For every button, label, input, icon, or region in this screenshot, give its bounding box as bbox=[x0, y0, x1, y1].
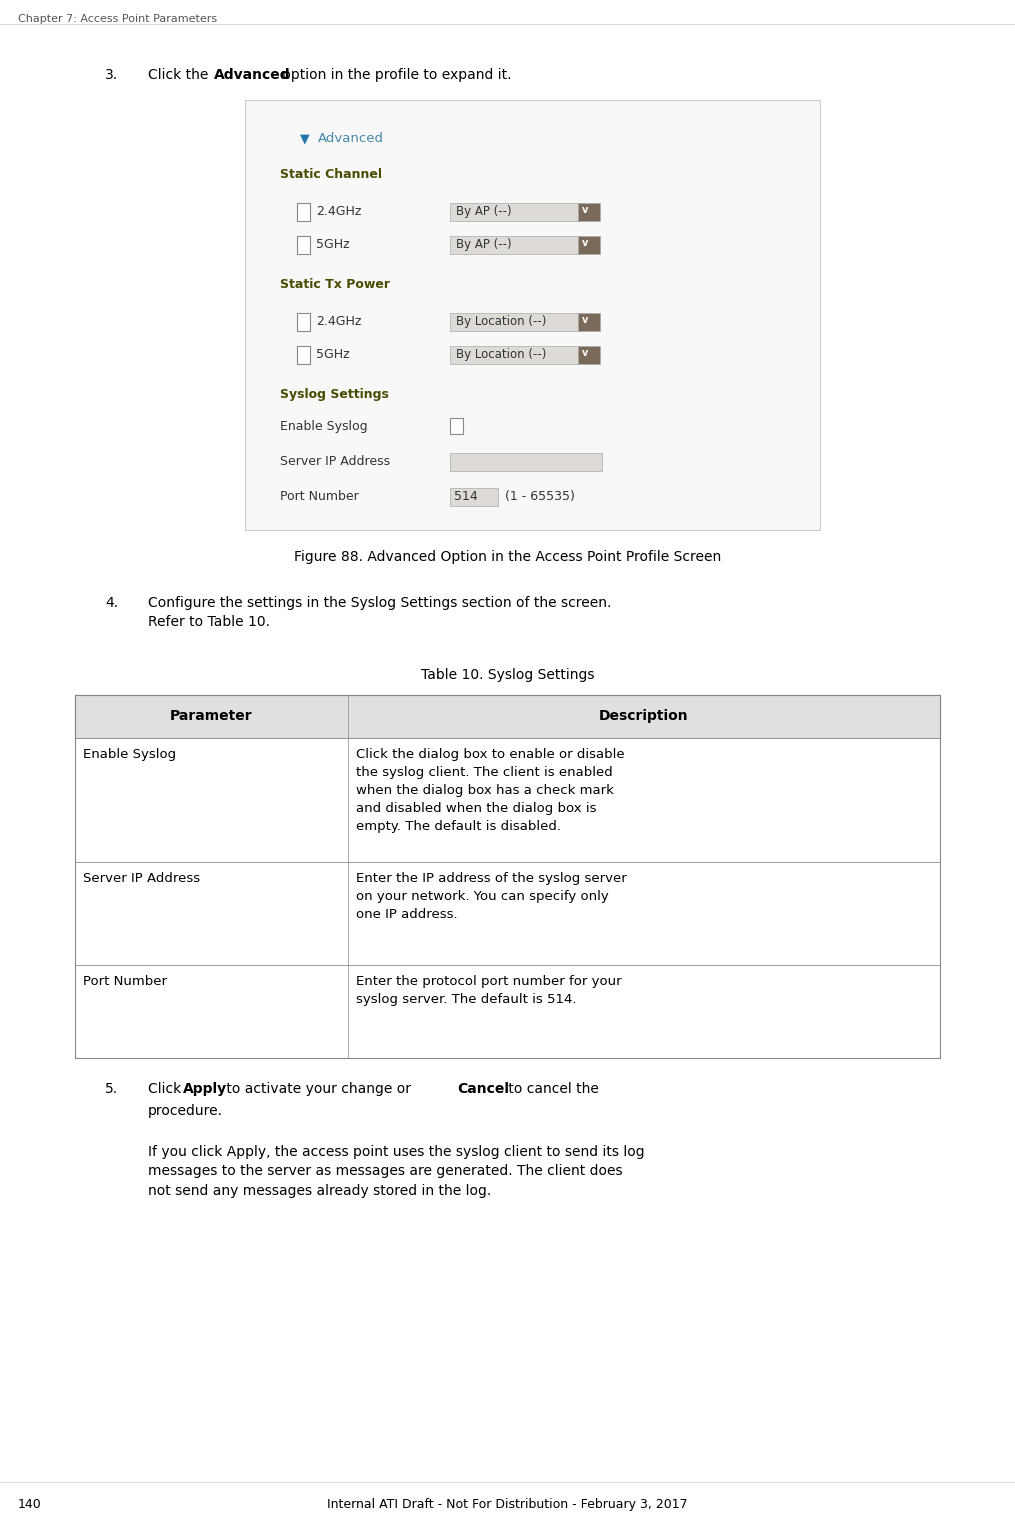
Text: 4.: 4. bbox=[105, 597, 118, 610]
Text: Server IP Address: Server IP Address bbox=[83, 871, 200, 885]
Text: Internal ATI Draft - Not For Distribution - February 3, 2017: Internal ATI Draft - Not For Distributio… bbox=[327, 1499, 688, 1511]
Text: Figure 88. Advanced Option in the Access Point Profile Screen: Figure 88. Advanced Option in the Access… bbox=[294, 549, 721, 565]
Text: v: v bbox=[582, 314, 589, 325]
Text: Port Number: Port Number bbox=[280, 490, 358, 504]
FancyBboxPatch shape bbox=[245, 101, 820, 530]
Text: v: v bbox=[582, 348, 589, 359]
Text: procedure.: procedure. bbox=[148, 1103, 223, 1119]
FancyBboxPatch shape bbox=[578, 313, 600, 331]
FancyBboxPatch shape bbox=[297, 346, 310, 365]
FancyBboxPatch shape bbox=[450, 203, 580, 221]
Text: Click: Click bbox=[148, 1082, 186, 1096]
FancyBboxPatch shape bbox=[450, 453, 602, 472]
Text: Cancel: Cancel bbox=[457, 1082, 509, 1096]
Text: Syslog Settings: Syslog Settings bbox=[280, 388, 389, 401]
Text: Configure the settings in the Syslog Settings section of the screen.
Refer to Ta: Configure the settings in the Syslog Set… bbox=[148, 597, 611, 630]
Text: If you click Apply, the access point uses the syslog client to send its log
mess: If you click Apply, the access point use… bbox=[148, 1144, 645, 1198]
Text: to cancel the: to cancel the bbox=[504, 1082, 599, 1096]
FancyBboxPatch shape bbox=[297, 203, 310, 221]
Text: 5GHz: 5GHz bbox=[316, 348, 349, 362]
Text: By AP (--): By AP (--) bbox=[456, 204, 512, 218]
Text: Advanced: Advanced bbox=[214, 69, 290, 82]
Text: Port Number: Port Number bbox=[83, 975, 167, 987]
Text: Click the: Click the bbox=[148, 69, 213, 82]
Text: Enable Syslog: Enable Syslog bbox=[280, 420, 367, 433]
FancyBboxPatch shape bbox=[578, 346, 600, 365]
Text: Enter the IP address of the syslog server
on your network. You can specify only
: Enter the IP address of the syslog serve… bbox=[356, 871, 626, 922]
Text: By AP (--): By AP (--) bbox=[456, 238, 512, 250]
Text: Click the dialog box to enable or disable
the syslog client. The client is enabl: Click the dialog box to enable or disabl… bbox=[356, 748, 624, 833]
Text: Parameter: Parameter bbox=[171, 710, 253, 723]
FancyBboxPatch shape bbox=[297, 237, 310, 253]
Text: By Location (--): By Location (--) bbox=[456, 348, 546, 362]
Text: Table 10. Syslog Settings: Table 10. Syslog Settings bbox=[421, 668, 594, 682]
Text: option in the profile to expand it.: option in the profile to expand it. bbox=[278, 69, 512, 82]
FancyBboxPatch shape bbox=[578, 203, 600, 221]
Text: 514: 514 bbox=[454, 490, 478, 504]
Text: Enable Syslog: Enable Syslog bbox=[83, 748, 177, 761]
FancyBboxPatch shape bbox=[297, 313, 310, 331]
FancyBboxPatch shape bbox=[450, 346, 580, 365]
Text: 2.4GHz: 2.4GHz bbox=[316, 204, 361, 218]
Text: Chapter 7: Access Point Parameters: Chapter 7: Access Point Parameters bbox=[18, 14, 217, 24]
Text: Apply: Apply bbox=[183, 1082, 227, 1096]
Text: ▼: ▼ bbox=[300, 133, 310, 145]
Text: (1 - 65535): (1 - 65535) bbox=[505, 490, 574, 504]
Text: 5GHz: 5GHz bbox=[316, 238, 349, 250]
Text: By Location (--): By Location (--) bbox=[456, 314, 546, 328]
FancyBboxPatch shape bbox=[450, 418, 463, 433]
Text: Description: Description bbox=[599, 710, 689, 723]
FancyBboxPatch shape bbox=[75, 862, 940, 964]
Text: 3.: 3. bbox=[105, 69, 118, 82]
FancyBboxPatch shape bbox=[75, 739, 940, 862]
Text: to activate your change or: to activate your change or bbox=[222, 1082, 415, 1096]
Text: 2.4GHz: 2.4GHz bbox=[316, 314, 361, 328]
Text: Enter the protocol port number for your
syslog server. The default is 514.: Enter the protocol port number for your … bbox=[356, 975, 621, 1006]
FancyBboxPatch shape bbox=[450, 237, 580, 253]
Text: Server IP Address: Server IP Address bbox=[280, 455, 390, 468]
Text: Static Channel: Static Channel bbox=[280, 168, 382, 182]
Text: 140: 140 bbox=[18, 1499, 42, 1511]
Text: Advanced: Advanced bbox=[318, 133, 384, 145]
FancyBboxPatch shape bbox=[75, 694, 940, 739]
Text: v: v bbox=[582, 204, 589, 215]
FancyBboxPatch shape bbox=[450, 313, 580, 331]
FancyBboxPatch shape bbox=[450, 488, 498, 507]
FancyBboxPatch shape bbox=[75, 964, 940, 1058]
Text: 5.: 5. bbox=[105, 1082, 118, 1096]
Text: Static Tx Power: Static Tx Power bbox=[280, 278, 390, 291]
FancyBboxPatch shape bbox=[578, 237, 600, 253]
Text: v: v bbox=[582, 238, 589, 249]
